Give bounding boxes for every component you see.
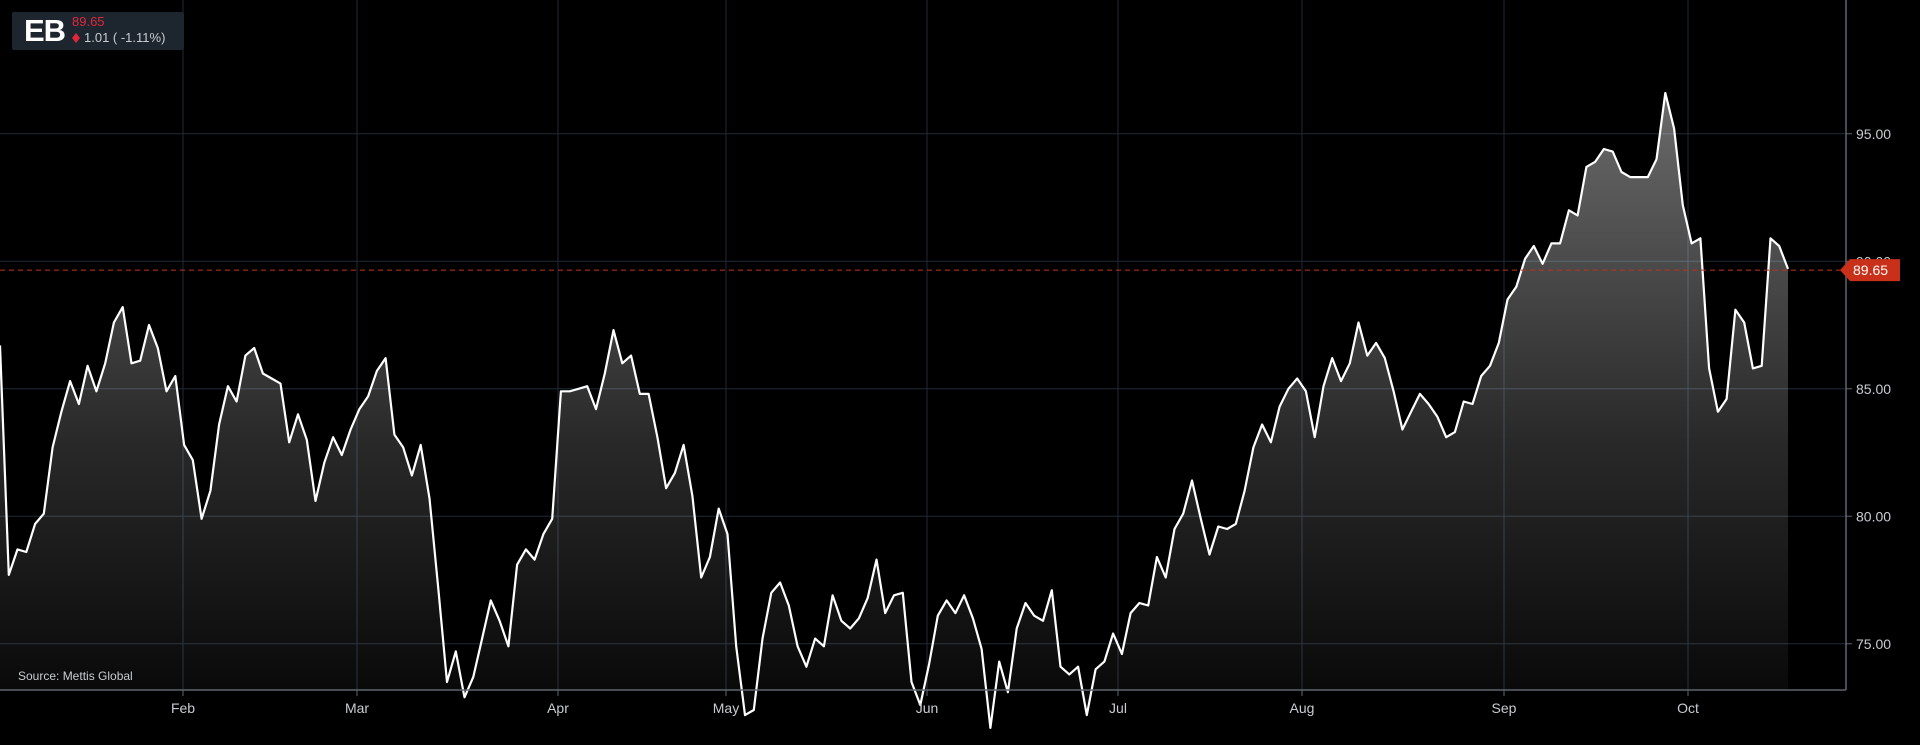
- ticker-symbol: EB: [24, 13, 66, 48]
- y-tick-label: 85.00: [1856, 381, 1891, 397]
- last-price-marker: 89.65: [1840, 259, 1900, 282]
- last-price-marker-shape: [1840, 259, 1900, 282]
- last-price-marker-label: 89.65: [1853, 262, 1888, 278]
- price-area: [0, 93, 1788, 728]
- price-line: [0, 91, 1790, 730]
- ticker-card[interactable]: EB 89.65 1.01 ( -1.11%): [12, 12, 184, 50]
- x-tick-label: May: [713, 700, 739, 716]
- source-note: Source: Mettis Global: [18, 669, 133, 683]
- x-tick-label: Oct: [1677, 700, 1699, 716]
- x-tick-label: Jun: [916, 700, 939, 716]
- x-tick-label: Mar: [345, 700, 369, 716]
- ticker-price: 89.65: [72, 14, 105, 29]
- x-tick-label: Apr: [547, 700, 569, 716]
- x-tick-label: Jul: [1109, 700, 1127, 716]
- y-tick-label: 75.00: [1856, 636, 1891, 652]
- y-tick-label: 80.00: [1856, 508, 1891, 524]
- ticker-change-row: 1.01 ( -1.11%): [72, 30, 165, 46]
- y-tick-label: 95.00: [1856, 126, 1891, 142]
- x-tick-label: Aug: [1290, 700, 1315, 716]
- ticker-change: 1.01 ( -1.11%): [84, 30, 166, 45]
- down-diamond-icon: [72, 33, 80, 43]
- x-tick-label: Feb: [171, 700, 195, 716]
- axes: Feb Mar Apr May Jun Jul Aug Sep Oct 75.00 80.00 85.…: [0, 0, 1891, 716]
- x-tick-label: Sep: [1492, 700, 1517, 716]
